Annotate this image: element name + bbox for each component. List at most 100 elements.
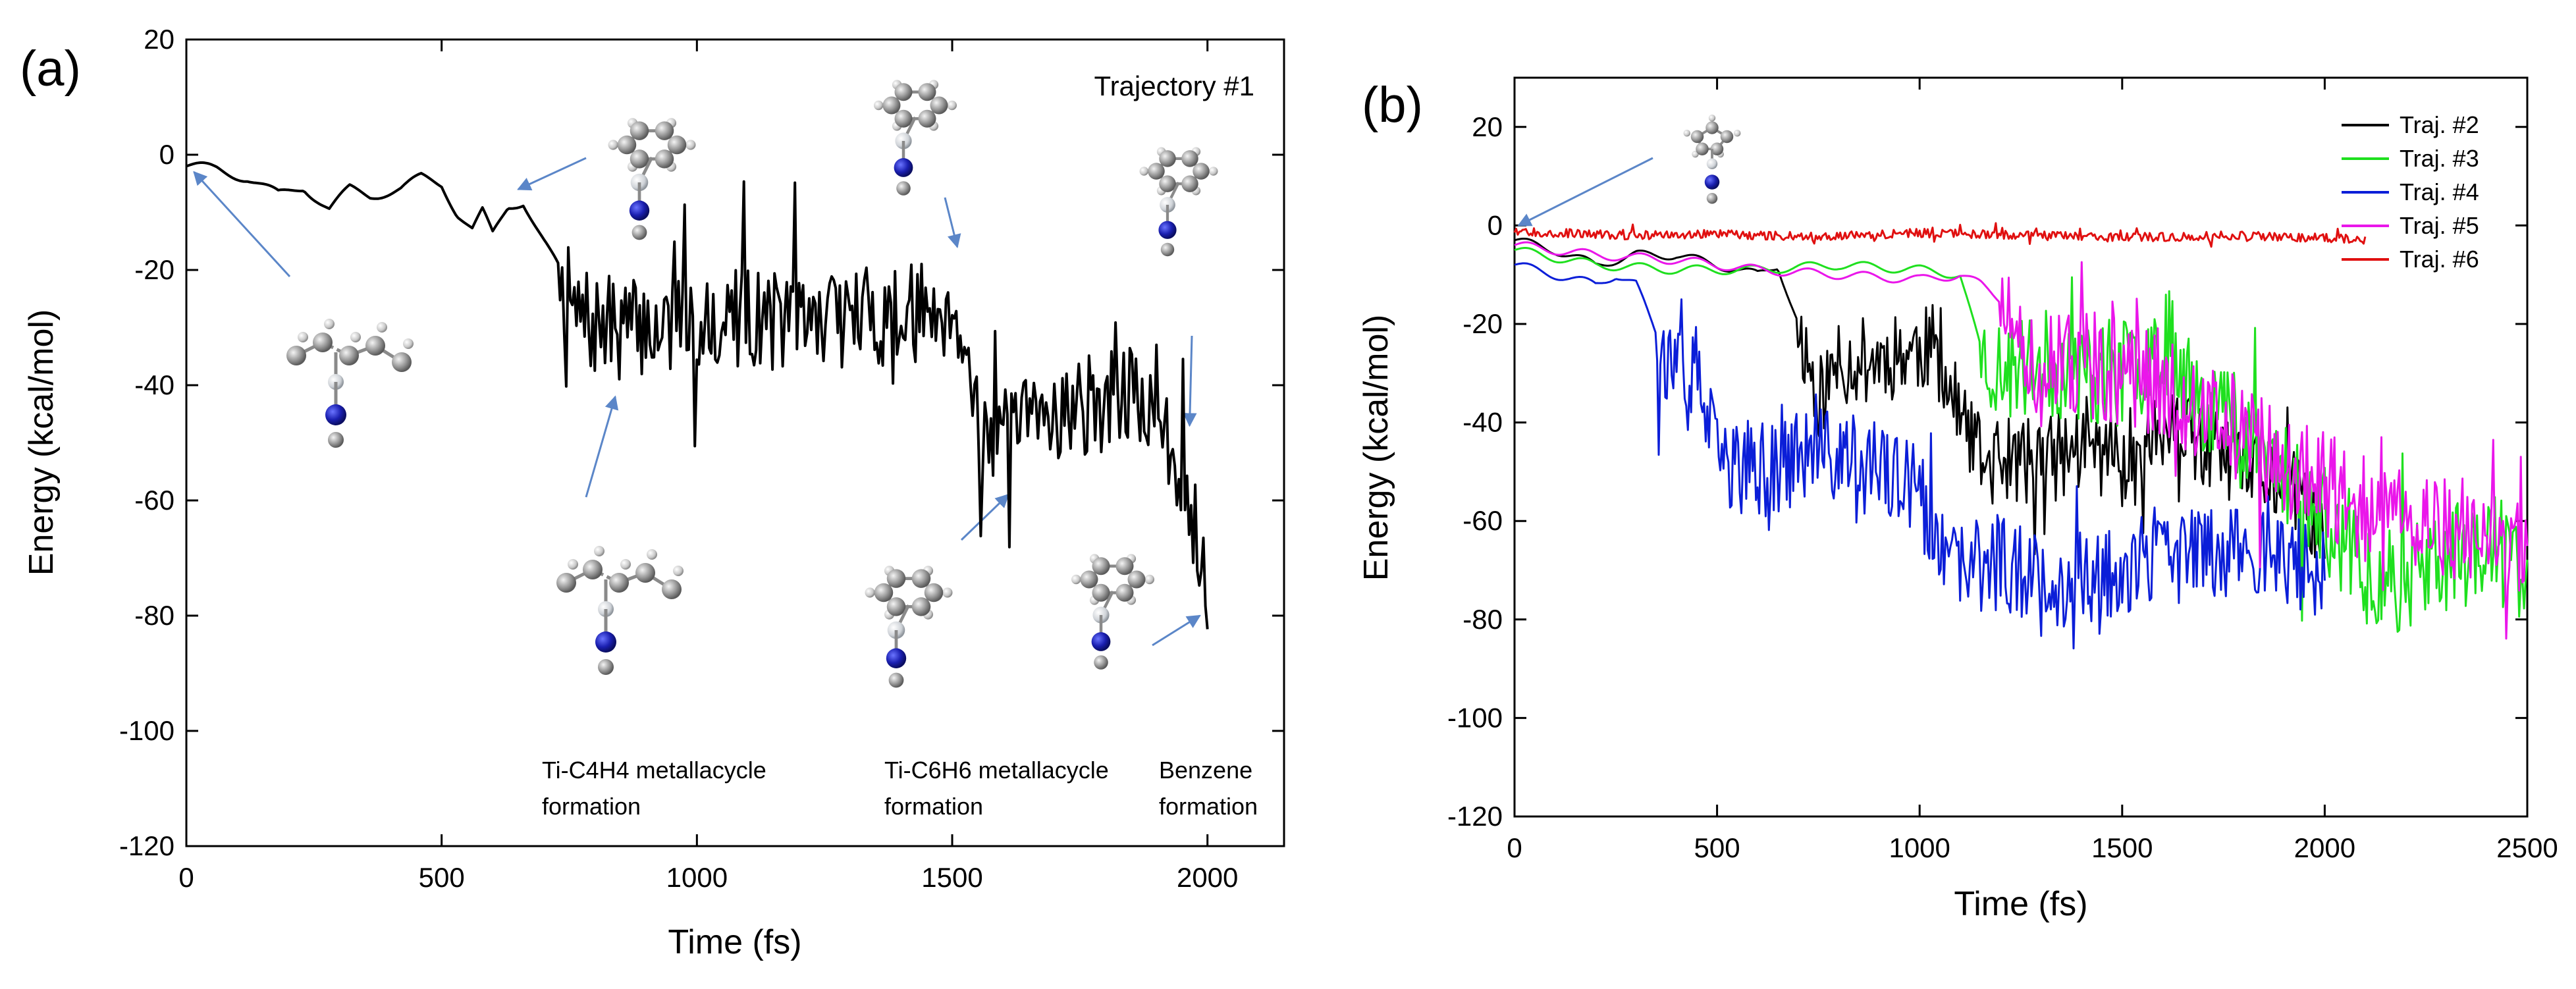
pointer-arrow <box>517 157 587 191</box>
hydrogen-atom <box>568 559 578 570</box>
carbon-atom <box>1193 163 1210 180</box>
hydrogen-atom <box>1208 167 1218 176</box>
carbon-atom <box>1696 142 1709 155</box>
hydrogen-atom <box>673 566 684 576</box>
panel-b-axes-frame <box>1513 76 2529 818</box>
titanium-atom <box>1706 158 1718 169</box>
carbon-atom <box>930 96 948 115</box>
carbon-atom <box>286 346 306 365</box>
series-traj-4 <box>1514 262 2326 650</box>
carbon-atom <box>1690 130 1704 144</box>
panel-b-y-tick-label: -80 <box>1462 604 1503 635</box>
label-benzene-line: formation <box>1159 793 1258 820</box>
panel-a-x-tick-label: 0 <box>178 862 194 893</box>
panel-a-trajectory-label: Trajectory #1 <box>1094 70 1254 101</box>
molecule-benzene-top-icon <box>1139 147 1218 257</box>
panel-b-x-tick-label: 0 <box>1507 832 1522 863</box>
label-metallacycle-c4h4-line: formation <box>542 793 641 820</box>
label-metallacycle-c6h6-line: Ti-C6H6 metallacycle <box>884 757 1109 784</box>
carbon-atom <box>1181 175 1198 192</box>
molecule-start-icon <box>286 319 414 448</box>
carbon-atom <box>911 569 931 588</box>
carbon-atom <box>1705 121 1719 134</box>
hydrogen-atom <box>1071 574 1081 585</box>
legend-label: Traj. #4 <box>2400 178 2479 205</box>
molecule-c4h4-bottom-icon <box>556 546 684 675</box>
carbon-atom <box>583 560 603 579</box>
carbon-atom <box>365 336 385 356</box>
carbon-atom <box>1706 193 1718 204</box>
carbon-atom <box>886 597 906 616</box>
pointer-arrow <box>1152 614 1201 647</box>
panel-b-legend: Traj. #2 Traj. #3 Traj. #4 Traj. #5 Traj. #6 <box>2342 111 2479 273</box>
carbon-atom <box>339 346 359 365</box>
carbon-atom <box>635 563 655 583</box>
titanium-atom <box>887 621 905 639</box>
panel-a-x-tick-label: 1000 <box>666 862 728 893</box>
panel-a-label: (a) <box>20 41 81 97</box>
panel-b-y-tick-label: 0 <box>1488 209 1503 240</box>
panel-a-y-tick-label: -60 <box>134 485 174 516</box>
panel-a-x-tick-label: 2000 <box>1177 862 1238 893</box>
carbon-atom <box>924 583 944 602</box>
carbon-atom <box>886 569 906 588</box>
carbon-atom <box>888 672 904 688</box>
panel-a-x-axis-label: Time (fs) <box>668 923 801 961</box>
carbon-atom <box>1181 150 1198 167</box>
hydrogen-atom <box>1139 167 1149 176</box>
pointer-arrow <box>585 395 619 498</box>
hydrogen-atom <box>1734 130 1741 137</box>
hydrogen-atom <box>1144 574 1154 585</box>
carbon-atom <box>1127 570 1146 589</box>
legend-label: Traj. #6 <box>2400 246 2479 273</box>
panel-a-y-axis-label: Energy (kcal/mol) <box>22 309 61 576</box>
panel-b-molecules <box>1683 115 1741 204</box>
panel-b-x-tick-label: 1000 <box>1889 832 1950 863</box>
carbon-atom <box>1115 557 1134 575</box>
pointer-arrow <box>1183 335 1197 427</box>
titanium-atom <box>630 173 649 192</box>
series-traj-6 <box>1513 222 2367 248</box>
panel-a-y-tick-label: 0 <box>159 139 174 170</box>
hydrogen-atom <box>403 338 414 349</box>
carbon-atom <box>609 573 629 593</box>
carbon-atom <box>1080 570 1098 589</box>
carbon-atom <box>655 149 674 169</box>
carbon-atom <box>1159 175 1176 192</box>
carbon-atom <box>1094 655 1108 670</box>
hydrogen-atom <box>947 100 957 111</box>
nitrogen-atom <box>1704 174 1720 190</box>
hydrogen-atom <box>350 332 361 342</box>
panel-a-arrows <box>193 157 1201 647</box>
hydrogen-atom <box>298 332 308 342</box>
carbon-atom <box>1092 583 1110 602</box>
hydrogen-atom <box>620 559 631 570</box>
series-traj-5 <box>1514 241 2529 640</box>
panel-a-y-tick-label: -120 <box>119 830 174 861</box>
panel-a-y-tick-label: -20 <box>134 254 174 285</box>
nitrogen-atom <box>325 404 346 425</box>
carbon-atom <box>894 83 913 101</box>
carbon-atom <box>556 573 576 593</box>
carbon-atom <box>328 432 344 448</box>
label-benzene-line: Benzene <box>1159 757 1252 784</box>
panel-a-y-tick-label: -80 <box>134 600 174 631</box>
carbon-atom <box>630 149 649 169</box>
legend-label: Traj. #5 <box>2400 212 2479 239</box>
hydrogen-atom <box>942 587 953 598</box>
panel-b-x-axis-label: Time (fs) <box>1954 885 2087 923</box>
panel-a-axes-frame <box>185 38 1285 847</box>
molecule-c6h6-top-icon <box>874 80 957 196</box>
molecule-c6h6-bottom-icon <box>865 566 953 688</box>
pointer-arrow <box>944 197 961 249</box>
hydrogen-atom <box>865 587 875 598</box>
carbon-atom <box>667 135 687 155</box>
series-trajectory-1 <box>186 161 1209 629</box>
carbon-atom <box>1159 150 1176 167</box>
carbon-atom <box>392 352 412 372</box>
molecule-benzene-bottom-icon <box>1071 554 1154 670</box>
hydrogen-atom <box>377 322 387 333</box>
label-metallacycle-c4h4-line: Ti-C4H4 metallacycle <box>542 757 766 784</box>
titanium-atom <box>895 132 912 149</box>
panel-b-y-tick-label: -40 <box>1462 407 1503 438</box>
